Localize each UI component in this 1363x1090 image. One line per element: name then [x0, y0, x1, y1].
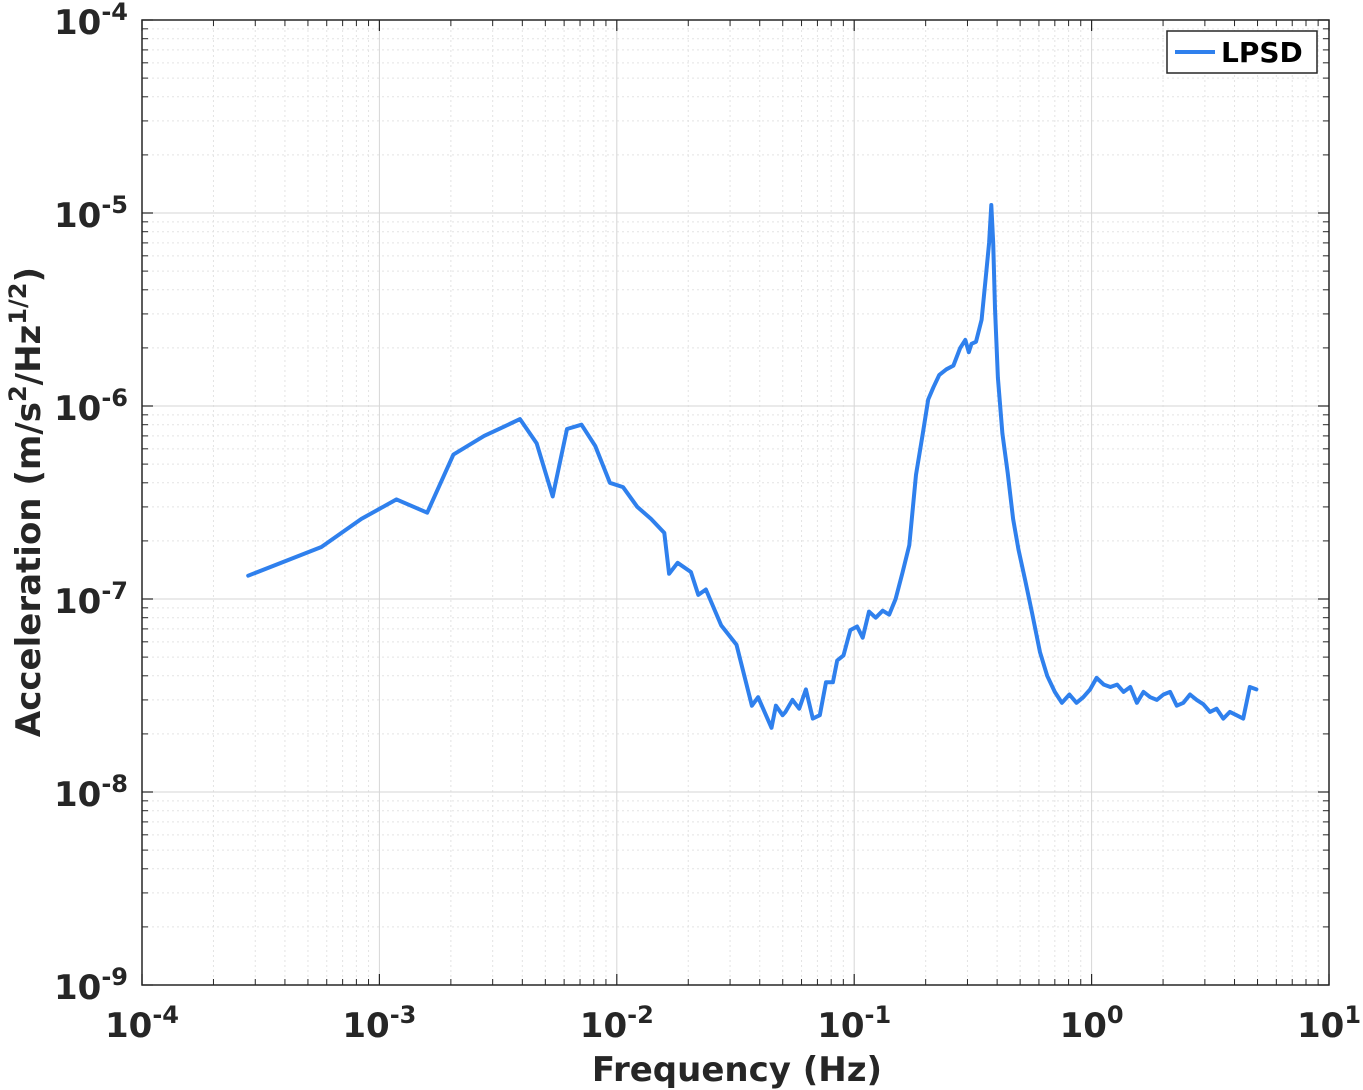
x-tick-label: 10-2 [580, 1001, 654, 1046]
y-tick-label: 10-8 [54, 770, 128, 815]
y-tick-label: 10-4 [54, 0, 128, 43]
plot-area-border [141, 19, 1330, 986]
y-tick-label: 10-5 [54, 191, 128, 236]
tick-marks [141, 19, 1330, 986]
series-line-lpsd [246, 203, 1259, 730]
y-tick-label: 10-6 [54, 384, 128, 429]
y-tick-labels: 10-9 10-8 10-7 10-6 10-5 10-4 [54, 0, 128, 1008]
series-layer [246, 203, 1259, 730]
legend-label-lpsd: LPSD [1221, 36, 1303, 69]
x-tick-label: 10-4 [105, 1001, 179, 1046]
x-tick-label: 10-1 [817, 1001, 891, 1046]
y-tick-label: 10-9 [54, 963, 128, 1008]
x-tick-labels: 10-4 10-3 10-2 10-1 100 101 [105, 1001, 1361, 1046]
y-axis-label: Acceleration (m/s2/Hz1/2) [4, 267, 49, 737]
y-tick-label: 10-7 [54, 577, 128, 622]
legend: LPSD [1166, 30, 1318, 74]
minor-grid [142, 20, 1329, 985]
x-tick-label: 100 [1060, 1001, 1124, 1046]
x-tick-label: 101 [1297, 1001, 1361, 1046]
x-axis-label: Frequency (Hz) [592, 1050, 882, 1090]
x-tick-label: 10-3 [342, 1001, 416, 1046]
